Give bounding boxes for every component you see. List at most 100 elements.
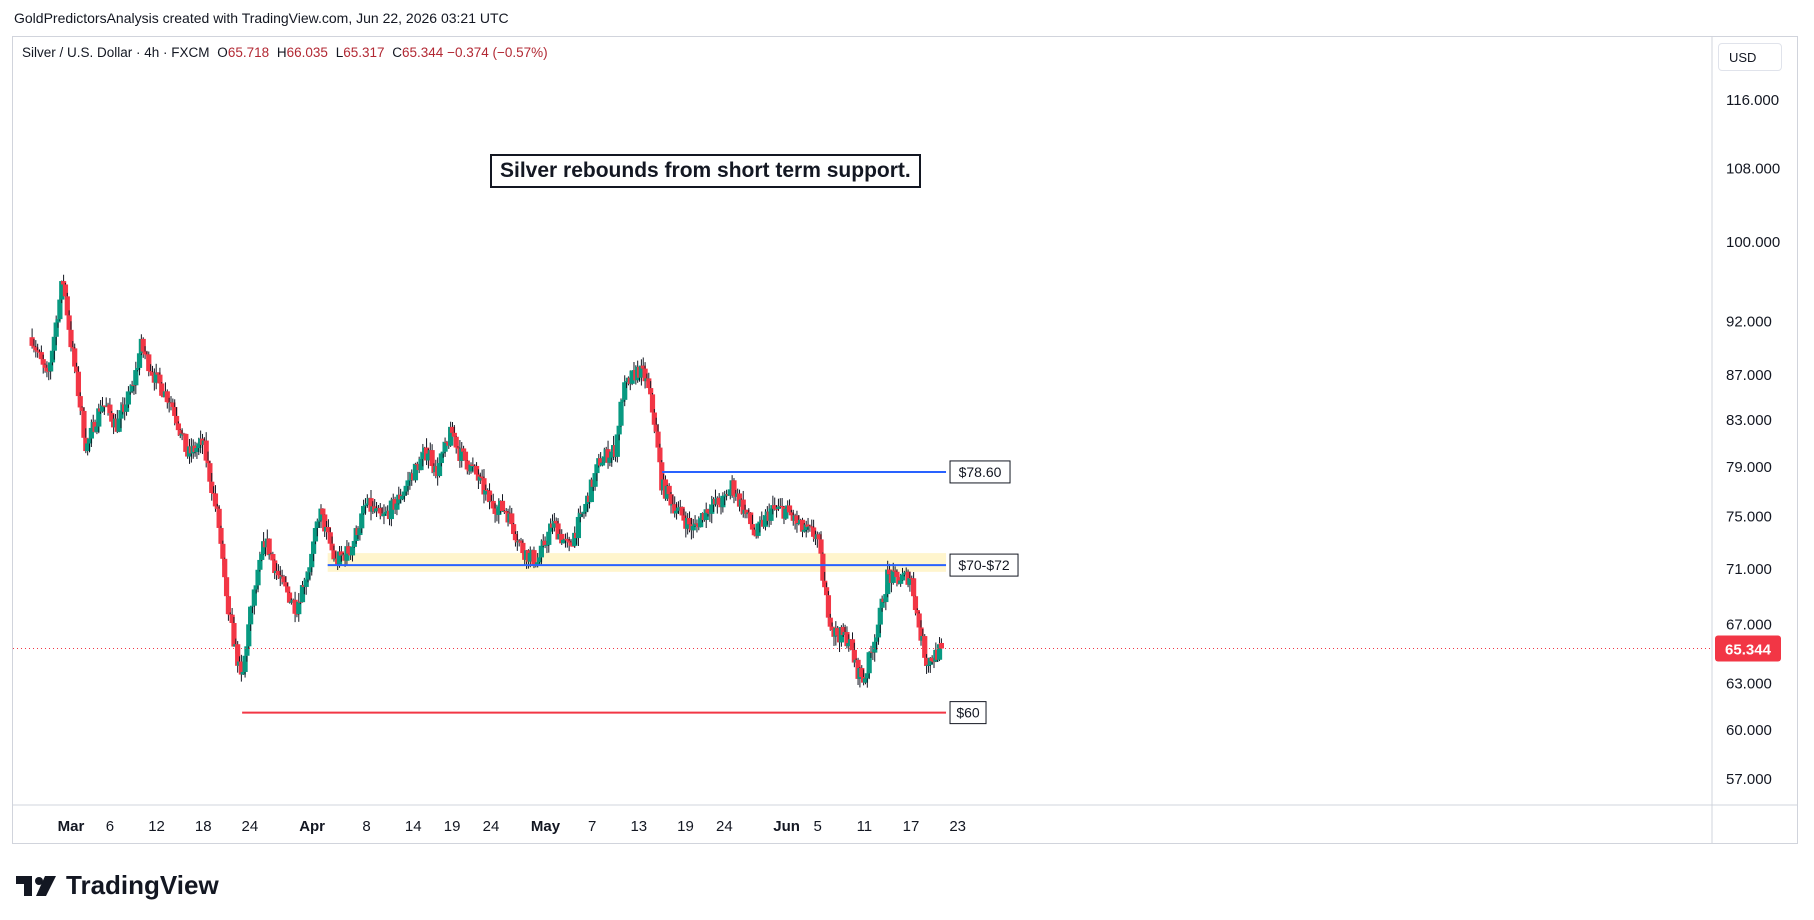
candle-body — [425, 453, 432, 461]
candle-body — [779, 505, 785, 508]
chart-attribution: GoldPredictorsAnalysis created with Trad… — [14, 10, 509, 26]
candle-body — [31, 345, 37, 348]
chart-frame — [12, 36, 1798, 844]
candle-body — [561, 539, 567, 544]
candle-body — [44, 367, 50, 372]
candle-body — [481, 478, 487, 495]
candle-body — [709, 504, 715, 514]
candle-body — [866, 652, 872, 674]
candle-body — [440, 451, 446, 454]
candle-body — [835, 627, 841, 636]
candle-body — [331, 550, 337, 560]
high-value: 66.035 — [286, 45, 328, 60]
candle-body — [659, 462, 665, 491]
candle-body — [762, 515, 769, 527]
candle-body — [48, 362, 54, 372]
level-layer: $78.60 $70-$72 $60 — [13, 460, 1712, 725]
candle-body — [698, 518, 704, 528]
candle-body — [555, 523, 561, 540]
x-tick-label: 19 — [677, 818, 694, 835]
candle-body — [705, 509, 711, 513]
candle-body — [42, 364, 48, 368]
candle-body — [551, 520, 557, 528]
candle-body — [336, 551, 343, 565]
candle-body — [173, 415, 180, 424]
candle-body — [673, 510, 680, 514]
candle-body — [849, 639, 856, 650]
candle-body — [51, 336, 57, 351]
candle-body — [101, 405, 107, 407]
currency-selector[interactable]: USD — [1718, 43, 1782, 71]
candle-body — [538, 545, 544, 558]
candle-body — [598, 458, 604, 466]
candle-body — [314, 521, 320, 528]
candle-body — [822, 580, 828, 588]
candle-body — [249, 605, 256, 607]
candle-body — [788, 512, 794, 516]
x-tick-label: 11 — [857, 818, 873, 835]
last-price-tag — [1715, 635, 1781, 662]
x-tick-label: 13 — [630, 818, 647, 835]
candle-body — [59, 281, 65, 300]
grid-layer — [13, 37, 1797, 844]
candle-body — [531, 550, 537, 566]
candle-body — [53, 322, 59, 337]
candle-body — [851, 649, 857, 663]
candle-body — [312, 527, 319, 542]
candle-body — [40, 359, 46, 365]
candle-body — [572, 532, 578, 547]
open-value: 65.718 — [227, 45, 270, 60]
candle-body — [322, 514, 328, 532]
chart-annotation[interactable]: Silver rebounds from short term support. — [490, 154, 921, 188]
y-tick-label: 87.000 — [1726, 367, 1772, 384]
candle-body — [873, 637, 880, 642]
candle-body — [455, 447, 461, 449]
symbol-legend[interactable]: Silver / U.S. Dollar · 4h · FXCM O65.718… — [22, 45, 548, 60]
candle-body — [205, 460, 211, 464]
candle-body — [359, 513, 365, 529]
tradingview-brand[interactable]: TradingView — [14, 870, 219, 901]
candle-body — [451, 432, 457, 437]
candle-body — [309, 553, 315, 568]
candle-body — [720, 495, 726, 508]
candle-body — [270, 553, 276, 561]
candle-body — [672, 504, 678, 514]
candle-body — [542, 540, 548, 546]
candle-body — [825, 595, 832, 618]
candle-body — [772, 505, 778, 509]
candle-body — [668, 494, 674, 506]
candle-body — [381, 513, 387, 516]
candle-layer — [29, 274, 944, 688]
candle-body — [298, 601, 304, 603]
x-tick-label: 24 — [483, 818, 500, 835]
candle-body — [73, 366, 80, 372]
y-tick-label: 57.000 — [1726, 771, 1772, 788]
candle-body — [349, 546, 356, 556]
candle-body — [755, 523, 761, 536]
candle-body — [492, 508, 498, 514]
candle-body — [651, 412, 657, 425]
candle-body — [640, 365, 646, 369]
candle-body — [859, 667, 865, 678]
candle-body — [829, 626, 835, 630]
candle-body — [459, 448, 465, 461]
candle-body — [103, 406, 109, 408]
candle-body — [511, 524, 517, 535]
candle-body — [872, 641, 878, 653]
candle-body — [227, 614, 233, 616]
candle-body — [892, 570, 898, 572]
candle-body — [66, 315, 72, 330]
candle-body — [88, 427, 94, 439]
candle-body — [479, 476, 485, 479]
candle-body — [214, 506, 220, 509]
candle-body — [675, 507, 682, 511]
y-tick-label: 71.000 — [1726, 561, 1772, 578]
candle-body — [33, 347, 39, 351]
x-tick-label: 23 — [949, 818, 966, 835]
candle-body — [229, 614, 235, 624]
candle-body — [368, 498, 374, 512]
candle-body — [716, 497, 722, 505]
candle-body — [177, 430, 183, 436]
candle-body — [473, 465, 480, 475]
